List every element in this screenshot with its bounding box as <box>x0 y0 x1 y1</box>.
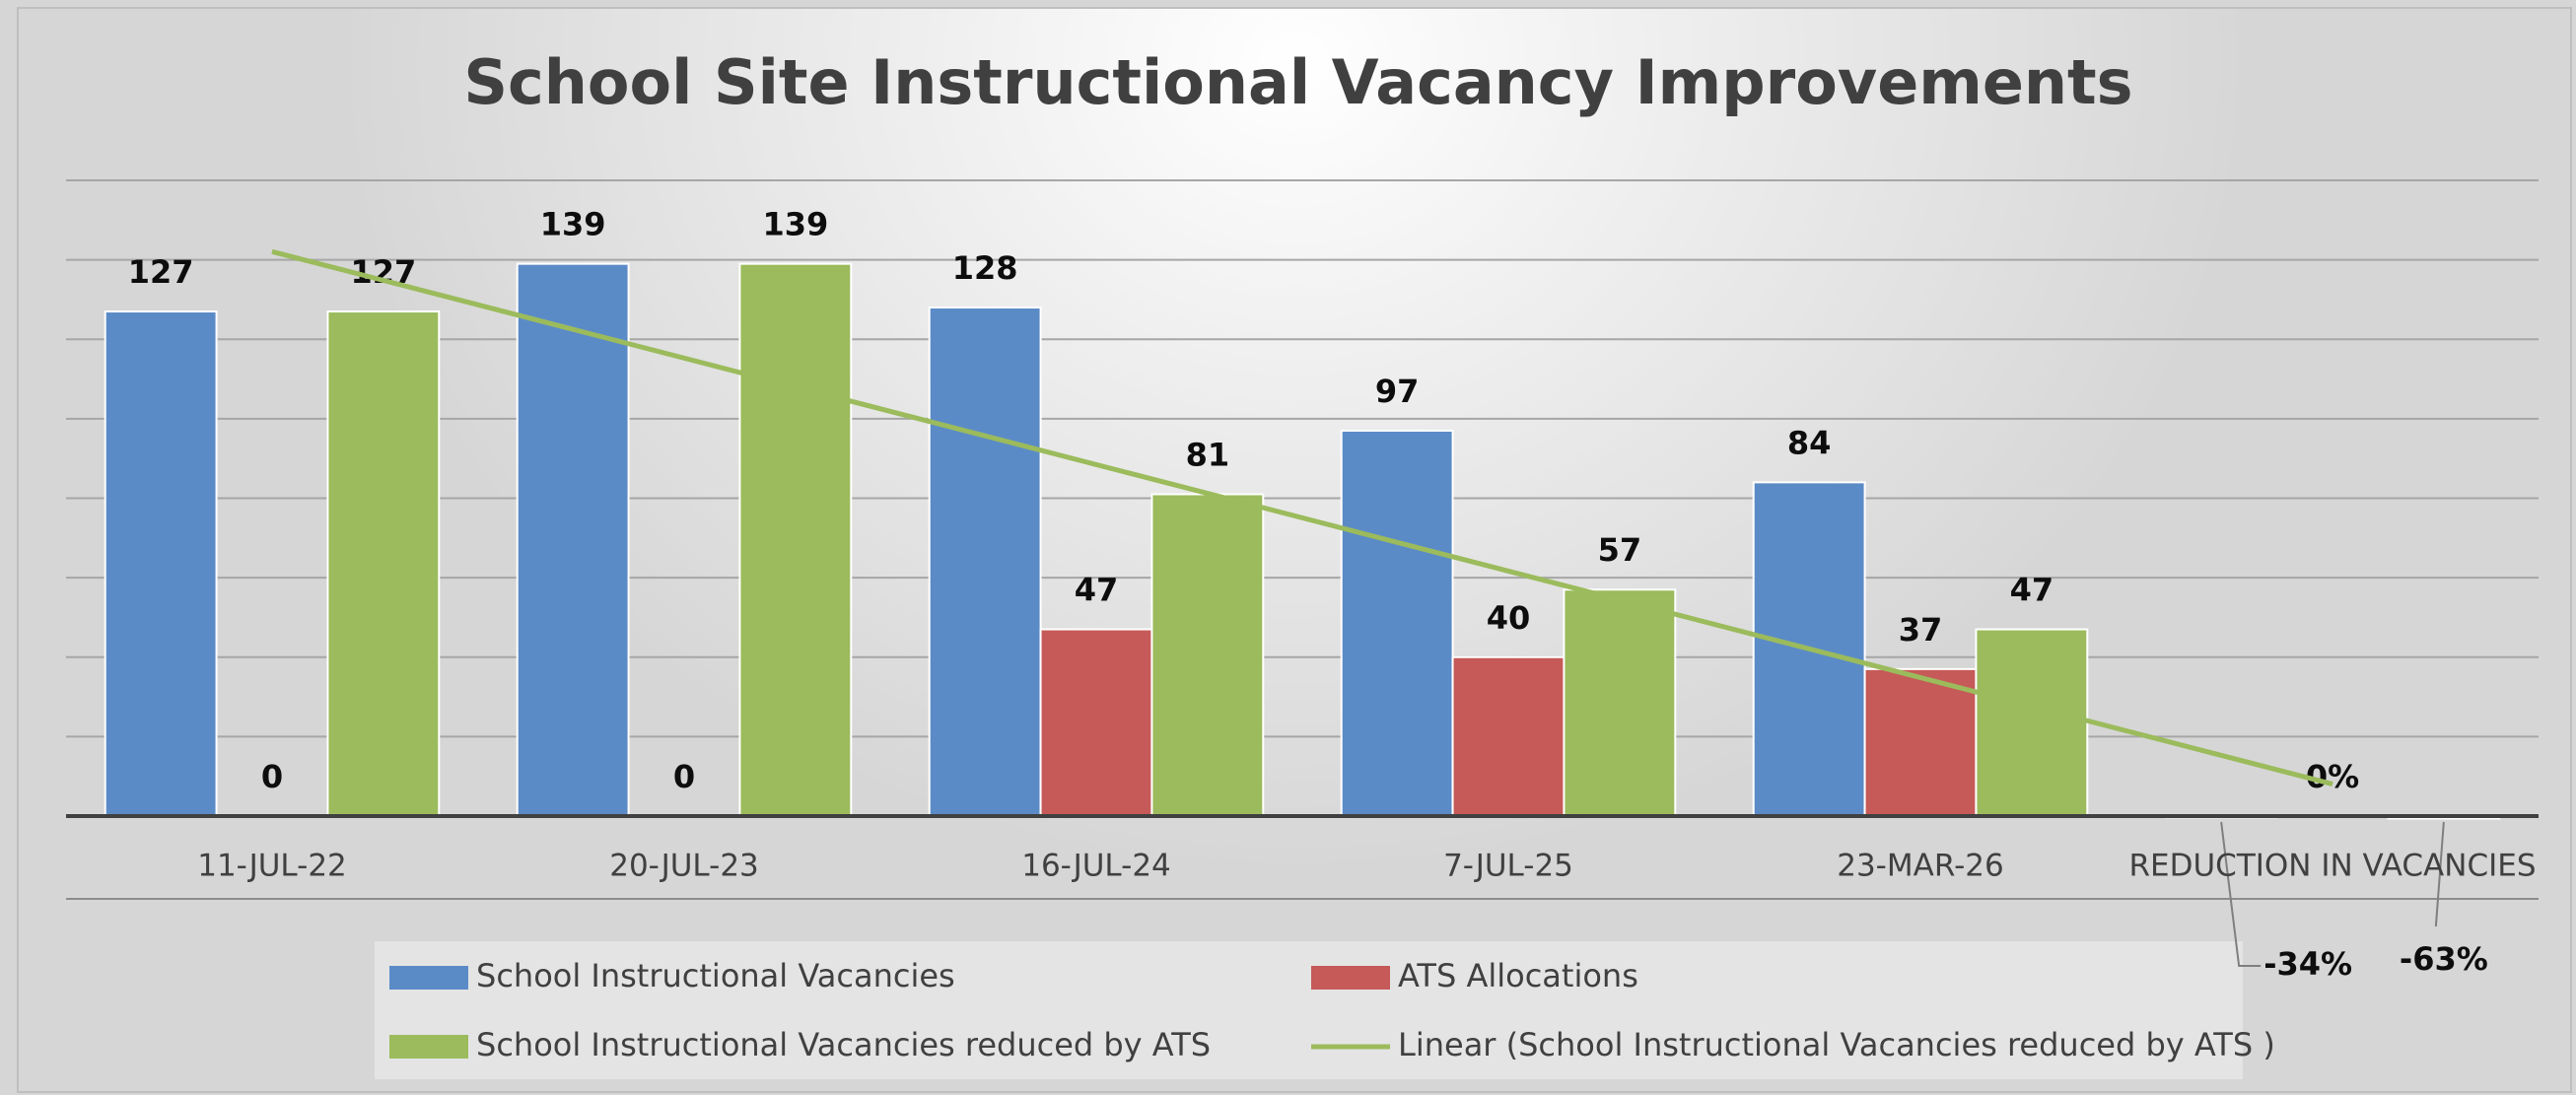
leader-line <box>2220 821 2262 967</box>
x-tick-label: 11-JUL-22 <box>197 849 347 884</box>
x-tick-label: 7-JUL-25 <box>1443 849 1573 884</box>
x-tick-label: 23-MAR-26 <box>1837 849 2004 884</box>
x-tick-label: REDUCTION IN VACANCIES <box>2128 849 2536 884</box>
x-tick-label: 16-JUL-24 <box>1021 849 1171 884</box>
legend-swatch <box>389 966 468 990</box>
x-tick-label: 20-JUL-23 <box>609 849 759 884</box>
leader-line <box>2434 821 2445 927</box>
bar <box>1563 588 1677 817</box>
data-label: 84 <box>1787 424 1832 461</box>
bar <box>516 262 630 817</box>
data-label: 81 <box>1186 436 1230 473</box>
data-label: 57 <box>1598 531 1642 569</box>
data-label: 139 <box>762 206 828 243</box>
bar <box>1451 655 1566 817</box>
bar <box>738 262 853 817</box>
legend-label: Linear (School Instructional Vacancies r… <box>1398 1026 2275 1063</box>
data-label: -63% <box>2400 940 2488 978</box>
legend-label: School Instructional Vacancies <box>476 957 955 994</box>
data-label: 37 <box>1899 611 1943 649</box>
bar <box>1150 493 1265 817</box>
bar <box>928 307 1042 817</box>
data-label: 128 <box>952 249 1018 287</box>
data-label: 40 <box>1487 599 1531 637</box>
data-label: 0% <box>2306 758 2359 795</box>
chart-title: School Site Instructional Vacancy Improv… <box>463 46 2132 118</box>
data-label: 47 <box>1075 572 1119 609</box>
data-label: 0 <box>673 758 695 795</box>
bar <box>1975 628 2089 817</box>
bar <box>104 310 218 817</box>
chart-area <box>17 7 2572 1093</box>
bar <box>1039 628 1153 817</box>
data-label: -34% <box>2263 945 2352 983</box>
trend-line <box>271 248 2333 787</box>
bar <box>1340 429 1454 817</box>
legend-box <box>375 941 2243 1079</box>
legend-label: School Instructional Vacancies reduced b… <box>476 1026 1211 1063</box>
data-label: 47 <box>2010 572 2054 609</box>
bar <box>326 310 441 817</box>
data-label: 127 <box>128 253 194 291</box>
data-label: 97 <box>1375 373 1420 410</box>
legend-swatch <box>389 1035 468 1059</box>
legend-swatch <box>1311 966 1390 990</box>
data-label: 0 <box>261 758 283 795</box>
data-label: 139 <box>540 206 606 243</box>
legend-label: ATS Allocations <box>1398 957 1638 994</box>
bar <box>1863 667 1978 817</box>
